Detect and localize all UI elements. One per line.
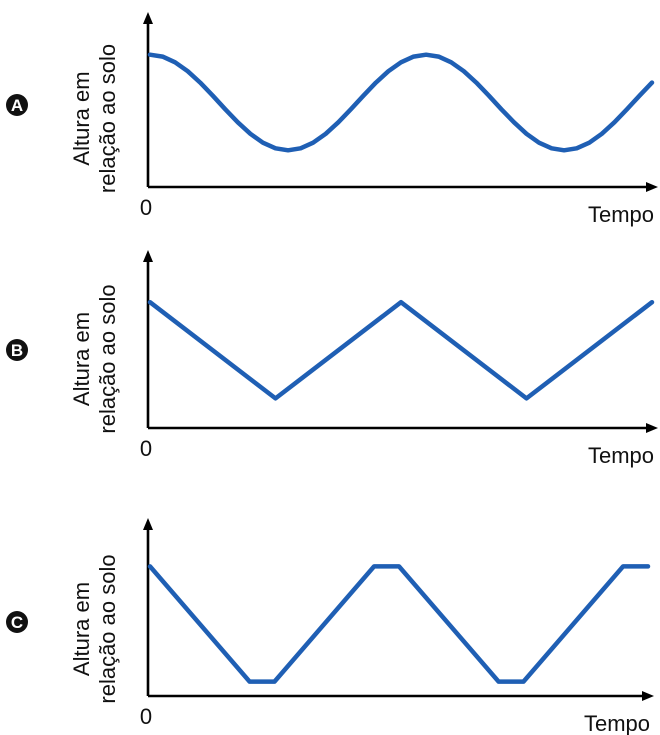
y-axis-label-line1: Altura em <box>69 582 94 676</box>
panel-badge: B <box>6 339 28 361</box>
chart-panel-c: C Altura emrelação ao solo 0 Tempo <box>6 518 654 735</box>
series-line <box>147 52 655 153</box>
x-axis-arrow <box>642 691 654 701</box>
y-axis-label: Altura emrelação ao solo <box>69 44 120 193</box>
y-axis-arrow <box>143 518 153 530</box>
x-axis-arrow <box>646 182 658 192</box>
origin-label: 0 <box>140 704 152 729</box>
panel-badge-circle <box>6 611 28 633</box>
series-line <box>147 299 655 401</box>
chart-panel-b: B Altura emrelação ao solo 0 Tempo <box>6 250 658 468</box>
y-axis-label-line2: relação ao solo <box>95 44 120 193</box>
y-axis-arrow <box>143 12 153 24</box>
series-line <box>147 564 651 684</box>
origin-label: 0 <box>140 436 152 461</box>
x-axis-label: Tempo <box>588 202 654 227</box>
origin-label: 0 <box>140 195 152 220</box>
y-axis-arrow <box>143 250 153 262</box>
panel-badge-circle <box>6 94 28 116</box>
panel-label: A <box>11 96 23 115</box>
x-axis-label: Tempo <box>584 711 650 735</box>
chart-panel-a: A Altura emrelação ao solo 0 Tempo <box>6 12 658 227</box>
x-axis-label: Tempo <box>588 443 654 468</box>
y-axis-label: Altura emrelação ao solo <box>69 284 120 433</box>
y-axis-label: Altura emrelação ao solo <box>69 554 120 703</box>
panel-badge: C <box>6 611 28 633</box>
y-axis-label-line2: relação ao solo <box>95 554 120 703</box>
y-axis-label-line1: Altura em <box>69 312 94 406</box>
y-axis-label-line2: relação ao solo <box>95 284 120 433</box>
panel-label: B <box>11 341 23 360</box>
panel-badge: A <box>6 94 28 116</box>
y-axis-label-line1: Altura em <box>69 71 94 165</box>
x-axis-arrow <box>646 423 658 433</box>
panel-label: C <box>11 613 23 632</box>
panel-badge-circle <box>6 339 28 361</box>
